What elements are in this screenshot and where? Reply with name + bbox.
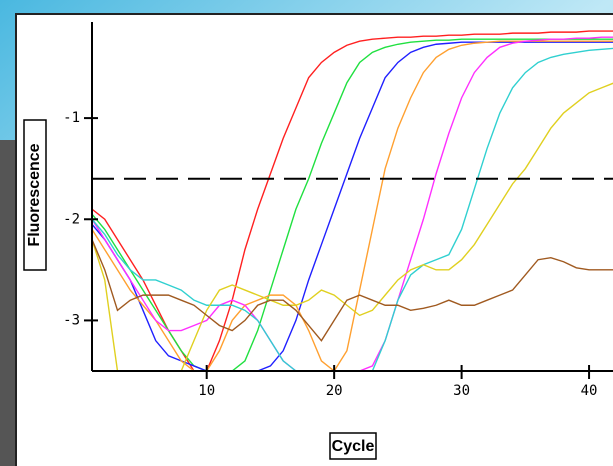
series-line [92,82,613,371]
series-line [92,38,613,371]
y-tick-label: -3 [63,312,80,328]
x-label-box [329,432,377,460]
y-tick-label: -2 [63,211,80,227]
x-axis-title: Cycle [332,438,375,455]
chart-panel [15,13,613,466]
plot-area [92,30,613,371]
x-tick-label: 40 [581,383,598,399]
x-tick-label: 10 [198,383,215,399]
series-line [92,41,613,371]
series-line [92,47,613,371]
x-tick-label: 20 [326,383,343,399]
series-line [92,36,613,371]
series-line [92,239,613,342]
x-tick-label: 30 [453,383,470,399]
y-label-box [23,119,47,271]
y-axis-title: Fluorescence [26,143,43,246]
series-group [92,30,613,371]
y-tick-label: -1 [63,110,80,126]
background-photo [0,140,16,466]
